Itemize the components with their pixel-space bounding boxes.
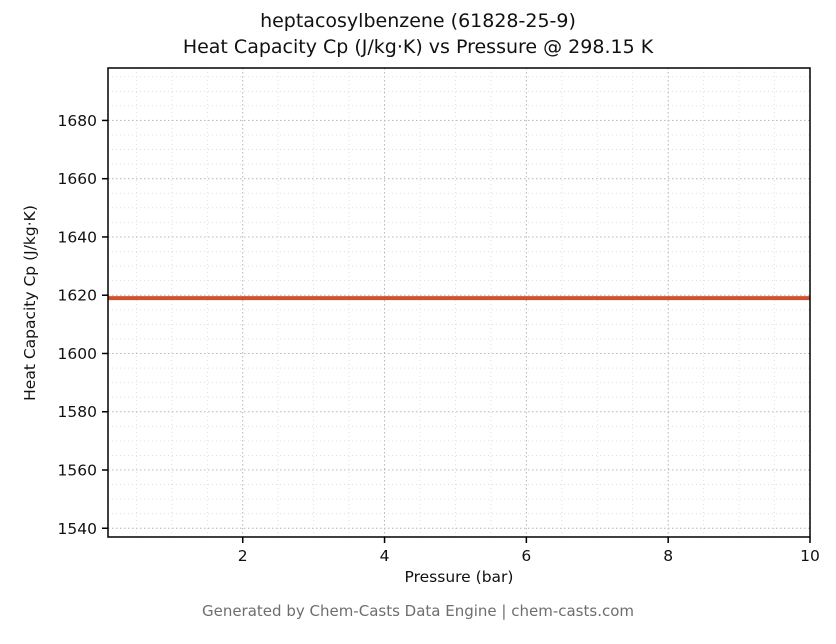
axes-spines xyxy=(107,67,811,538)
y-tick-label: 1620 xyxy=(58,287,97,305)
watermark-footer: Generated by Chem-Casts Data Engine | ch… xyxy=(201,602,635,620)
y-tick-label: 1540 xyxy=(58,520,97,538)
x-tick-label: 8 xyxy=(663,547,673,565)
x-tick-label: 2 xyxy=(238,547,248,565)
y-tick-label: 1680 xyxy=(58,112,97,130)
plot-background xyxy=(108,68,810,537)
y-tick-label: 1640 xyxy=(58,228,97,246)
x-tick-label: 10 xyxy=(800,547,820,565)
x-axis-label: Pressure (bar) xyxy=(404,568,514,586)
y-tick-label: 1600 xyxy=(58,345,97,363)
y-tick-label: 1560 xyxy=(58,462,97,480)
x-tick-label: 6 xyxy=(521,547,531,565)
chart-title-line1: heptacosylbenzene (61828-25-9) xyxy=(260,10,576,32)
y-axis-label: Heat Capacity Cp (J/kg·K) xyxy=(21,205,39,401)
y-tick-label: 1580 xyxy=(58,403,97,421)
x-tick-label: 4 xyxy=(380,547,390,565)
chart-title-line2: Heat Capacity Cp (J/kg·K) vs Pressure @ … xyxy=(182,36,654,58)
y-tick-label: 1660 xyxy=(58,170,97,188)
